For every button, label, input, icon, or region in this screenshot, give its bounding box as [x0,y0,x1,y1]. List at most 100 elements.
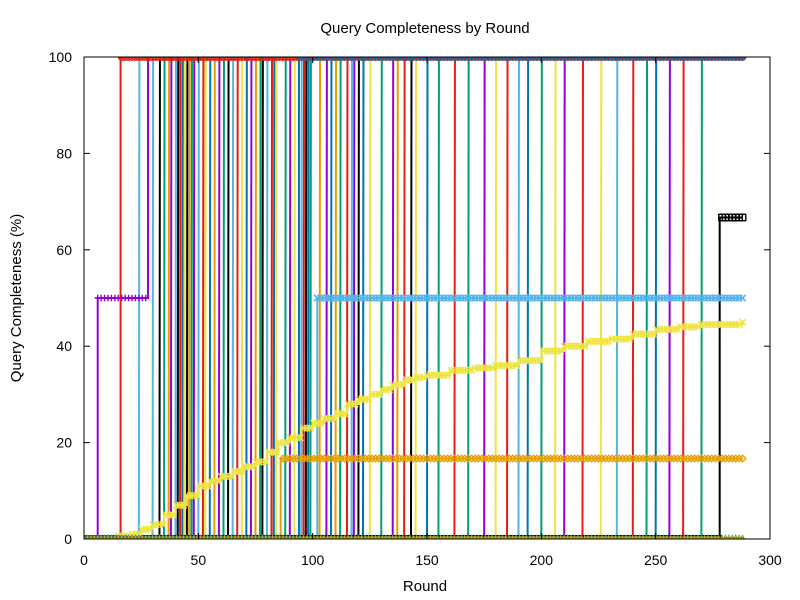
series-point-marker [543,535,551,539]
series-point-marker [355,535,362,539]
series-point-marker [588,57,595,61]
series-point-marker [409,57,418,62]
series-point-marker [266,57,273,61]
series-point-marker [320,57,328,61]
series-point-marker [300,57,307,61]
series-point-marker [142,294,149,302]
series-point-marker [694,535,702,539]
series-point-marker [125,535,132,539]
series-point-marker [711,535,719,539]
series-point-marker [657,57,664,61]
series-point-marker [563,57,572,62]
series-point-marker [643,57,650,61]
series-point-marker [135,535,143,539]
series-point-marker [265,57,274,61]
series-point-marker [650,57,657,61]
series-point-marker [289,57,298,61]
transition-line [253,57,258,539]
series-point-marker [299,57,308,62]
series-point-marker [155,57,164,61]
series-point-marker [403,57,410,61]
series-point-marker [509,57,516,61]
series-point-marker [307,57,314,61]
series-point-marker [515,57,524,62]
series-point-marker [628,57,637,62]
series-point-marker [632,57,641,62]
series-point-marker [330,57,339,62]
series-point-marker [375,57,383,61]
transition-line [178,57,183,539]
series-point-marker [296,535,304,539]
series-point-marker [512,57,520,61]
series-point-marker [200,57,208,61]
series-point-marker [677,57,685,61]
series-point-marker [732,57,739,61]
series-point-marker [190,535,197,539]
series-point-marker [512,535,520,539]
series-point-marker [731,57,740,62]
x-tick-label: 200 [530,552,554,568]
series-point-marker [405,57,415,62]
series-point-marker [468,535,475,539]
series-point-marker [516,535,523,539]
series-point-marker [138,57,147,61]
transition-line [150,57,155,539]
series-point-marker [691,535,698,539]
series-point-marker [179,57,188,61]
series-point-marker [670,57,678,61]
y-axis: 0 20 40 60 80 100 [49,49,770,547]
transition-line [283,57,288,539]
series-point-marker [739,57,746,61]
transition-line [182,57,187,539]
series-point-marker [111,535,119,539]
series-point-marker [248,535,256,539]
series-point-marker [567,535,575,539]
series-point-marker [327,535,335,539]
series-point-marker [564,535,571,539]
series-point-marker [705,535,712,539]
series-point-marker [255,535,263,539]
series-point-marker [701,57,709,61]
series-point-marker [501,57,511,62]
series-point-marker [649,330,658,338]
y-axis-label: Query Completeness (%) [8,214,25,382]
transition-line [258,57,263,539]
series-point-marker [357,57,367,62]
series-point-marker [597,57,607,62]
series-point-marker [348,535,355,539]
series-point-marker [618,57,627,62]
series-point-marker [317,57,324,61]
series-point-marker [406,57,414,61]
series-point-marker [152,57,160,61]
series-point-marker [259,57,266,61]
series-point-marker [282,438,291,447]
series-point-marker [492,57,499,61]
series-point-marker [108,535,115,539]
series-point-marker [131,57,140,61]
series-point-marker [204,535,211,539]
series-point-marker [590,57,600,62]
series-point-marker [656,57,665,62]
series-point-marker [550,535,558,539]
series-point-marker [622,57,630,61]
series-point-marker [364,57,373,62]
series-point-marker [221,535,228,539]
series-point-marker [207,57,215,61]
series-point-marker [484,57,493,62]
series-point-marker [134,57,143,61]
series-point-marker [348,57,355,61]
series-point-marker [643,535,650,539]
series-point-marker [508,57,517,62]
series-point-marker [669,57,679,62]
series-point-marker [354,57,363,62]
series-point-marker [231,57,239,61]
series-point-marker [485,57,492,61]
transition-line [260,57,265,539]
series-point-marker [619,57,626,61]
transition-line [187,57,192,539]
series-point-marker [245,535,252,539]
series-point-marker [509,535,516,539]
series-point-marker [687,535,695,539]
series-point-marker [228,535,235,539]
series-point-marker [437,57,444,61]
